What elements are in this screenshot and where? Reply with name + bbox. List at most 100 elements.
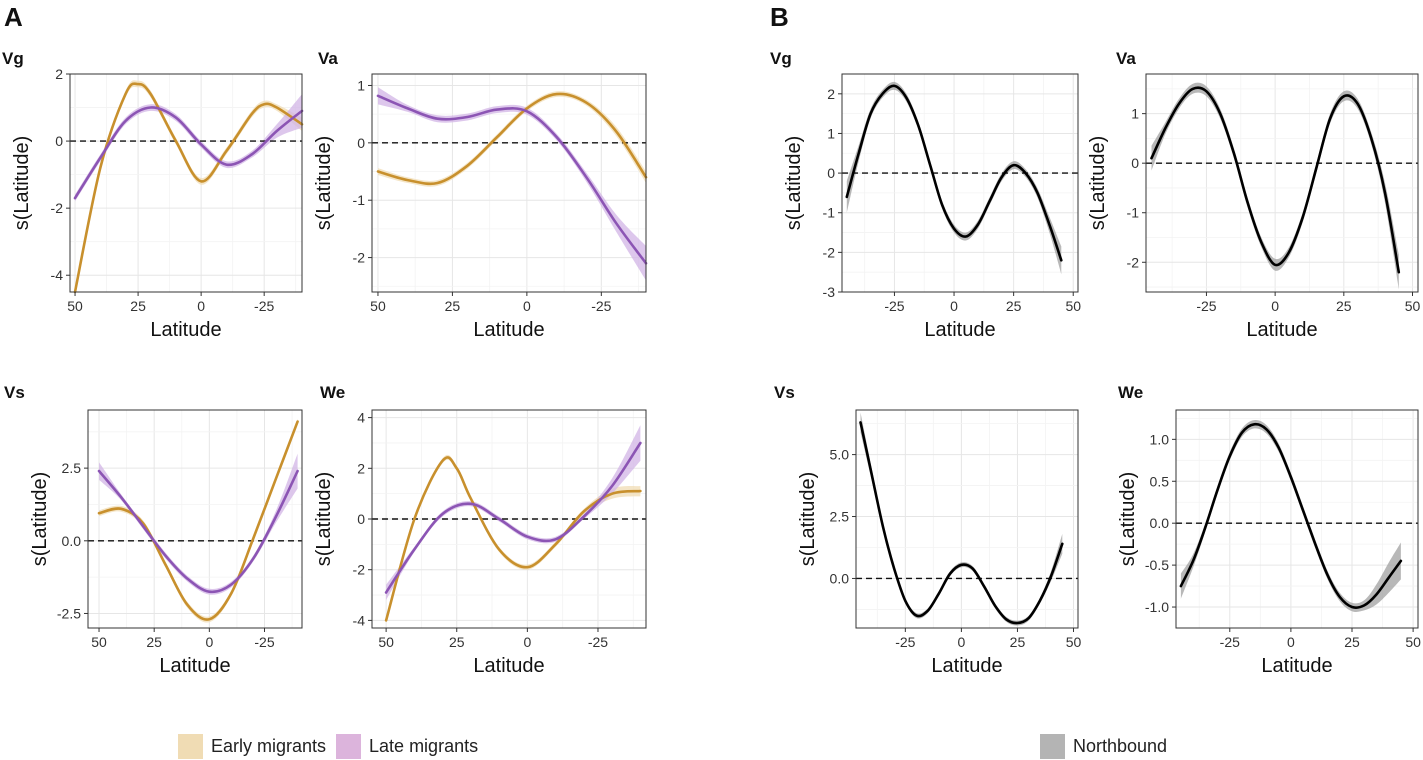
y-axis-title: s(Latitude) [11,136,33,231]
y-tick-label: 2.5 [830,509,850,525]
x-tick-label: -25 [588,634,608,650]
plot-border [69,73,303,293]
series-line-late [376,94,648,265]
y-tick-label: -2 [1127,254,1140,270]
y-tick-label: 2.5 [62,460,82,476]
plot-border [87,409,303,629]
series-line-north [1179,422,1403,609]
y-tick-label: -2 [51,200,64,216]
y-tick-label: 0.0 [830,570,850,586]
x-tick-label: 50 [67,298,83,314]
panel-label-b: B [770,2,789,32]
subplot-title: We [320,383,345,402]
y-tick-label: -4 [353,612,366,628]
y-tick-label: -0.5 [1145,557,1169,573]
x-tick-label: 50 [370,298,386,314]
x-tick-label: 50 [1066,634,1082,650]
y-tick-label: 0 [357,511,365,527]
x-tick-label: -25 [254,634,274,650]
legend-item-late: Late migrants [336,734,478,759]
x-tick-label: 0 [197,298,205,314]
chart-a-vg: 50 25 0 -25 -4 -2 0 2 Latitude s(Latitude) Vg [2,49,304,341]
x-tick-label: 50 [1405,298,1421,314]
x-tick-label: 25 [130,298,146,314]
series-line-early [376,92,648,186]
y-tick-label: 0 [827,165,835,181]
series-line-late [73,106,304,200]
y-tick-label: 0.5 [1150,473,1170,489]
y-tick-label: -2 [823,244,836,260]
y-tick-label: -1 [1127,205,1140,221]
y-tick-label: 1 [1131,106,1139,122]
subplot-title: We [1118,383,1143,402]
series-line-early [73,82,304,294]
legend-swatch-northbound [1040,734,1065,759]
plot-border [841,73,1079,293]
chart-b-vg: -25 0 25 50 -3 -2 -1 0 1 2 Latitude s(Latitude) Vg [770,49,1081,341]
plot-background [88,410,302,628]
y-tick-label: -2 [353,562,366,578]
legend-label-late: Late migrants [369,736,479,756]
legend-item-northbound: Northbound [1040,734,1167,759]
x-axis-title: Latitude [473,319,544,341]
y-tick-label: -2 [353,250,366,266]
subplot-title: Vs [774,383,795,402]
plot-border [855,409,1079,629]
y-tick-label: 1.0 [1150,431,1170,447]
x-tick-label: 50 [1405,634,1421,650]
legend-swatch-late [336,734,362,759]
x-tick-label: 50 [1065,298,1081,314]
subplot-title: Va [318,49,338,68]
x-axis-title: Latitude [931,655,1002,677]
series-line-north [845,84,1063,262]
x-tick-label: 25 [445,298,461,314]
ci-band-north [1151,82,1399,290]
plot-border [1175,409,1419,629]
x-tick-label: 0 [957,634,965,650]
x-tick-label: 0 [523,298,531,314]
series-line-north [1150,86,1401,274]
x-tick-label: 25 [1010,634,1026,650]
series-line-late [384,441,642,594]
y-axis-title: s(Latitude) [313,136,335,231]
y-tick-label: 0 [55,133,63,149]
x-tick-label: 0 [950,298,958,314]
y-tick-label: 0 [1131,155,1139,171]
x-axis-title: Latitude [924,319,995,341]
plot-background [1146,74,1418,292]
ci-band-late [75,94,302,202]
legend-label-northbound: Northbound [1073,736,1168,756]
y-tick-label: 0.0 [62,533,82,549]
x-tick-label: 50 [378,634,394,650]
x-tick-label: 25 [1006,298,1022,314]
subplot-title: Vs [4,383,25,402]
x-tick-label: 0 [523,634,531,650]
y-tick-label: 4 [357,410,365,426]
chart-b-va: -25 0 25 50 -2 -1 0 1 Latitude s(Latitude) Va [1087,49,1421,341]
series-line-early [384,456,642,622]
x-axis-title: Latitude [473,655,544,677]
y-axis-title: s(Latitude) [29,472,51,567]
subplot-title: Vg [2,49,24,68]
x-tick-label: -25 [1196,298,1216,314]
legend-b: Northbound [1040,734,1177,759]
y-tick-label: -1.0 [1145,599,1169,615]
chart-a-vs: 50 25 0 -25 -2.5 0.0 2.5 Latitude s(Latitude) Vs [4,383,303,677]
subplot-title: Va [1116,49,1136,68]
x-tick-label: 50 [91,634,107,650]
legend-item-early: Early migrants [178,734,326,759]
x-axis-title: Latitude [159,655,230,677]
y-tick-label: 2 [55,66,63,82]
y-axis-title: s(Latitude) [1117,472,1139,567]
x-tick-label: 25 [146,634,162,650]
chart-a-va: 50 25 0 -25 -2 -1 0 1 Latitude s(Latitude) Va [313,49,648,341]
x-tick-label: 0 [205,634,213,650]
plot-background [70,74,302,292]
chart-b-we: -25 0 25 50 -1.0 -0.5 0.0 0.5 1.0 Latitude s(Latit… [1117,383,1421,677]
legend-swatch-early [178,734,203,759]
y-tick-label: 2 [827,86,835,102]
y-axis-title: s(Latitude) [313,472,335,567]
plot-background [842,74,1078,292]
